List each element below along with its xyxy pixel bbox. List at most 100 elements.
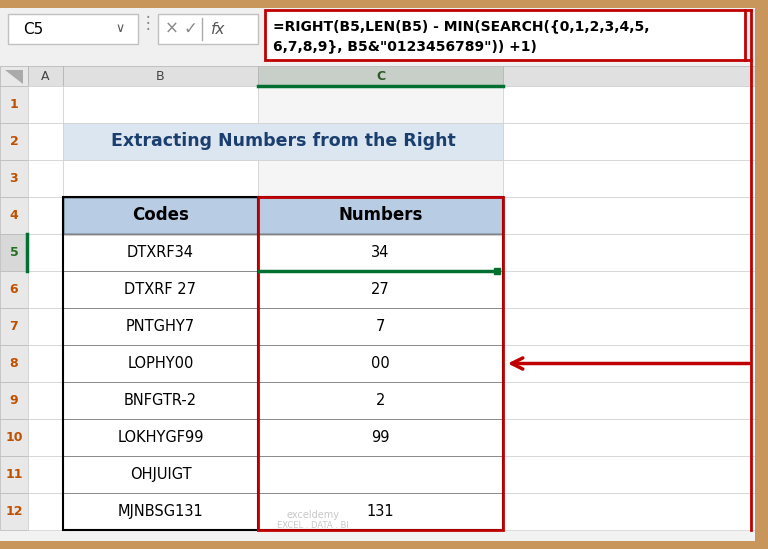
Text: C: C	[376, 70, 385, 82]
Bar	[63, 66, 258, 86]
Bar	[0, 234, 28, 271]
Bar	[258, 66, 503, 86]
Bar	[258, 160, 503, 197]
Bar	[63, 271, 503, 308]
Bar	[503, 308, 755, 345]
Text: C5: C5	[23, 21, 43, 36]
Bar	[63, 197, 503, 234]
Bar	[63, 419, 503, 456]
Text: 5: 5	[10, 246, 18, 259]
Bar	[8, 14, 138, 44]
Text: =RIGHT(B5,LEN(B5) - MIN(SEARCH({0,1,2,3,4,5,: =RIGHT(B5,LEN(B5) - MIN(SEARCH({0,1,2,3,…	[273, 19, 650, 33]
Text: 12: 12	[5, 505, 23, 518]
Bar	[63, 493, 503, 530]
Bar	[28, 382, 63, 419]
Bar	[0, 493, 28, 530]
Bar	[63, 382, 503, 419]
Bar	[258, 197, 503, 234]
Bar	[503, 86, 755, 123]
Text: 8: 8	[10, 357, 18, 370]
Bar	[28, 123, 63, 160]
Bar	[258, 419, 503, 456]
Bar	[0, 308, 28, 345]
Text: OHJUIGT: OHJUIGT	[130, 467, 191, 482]
Text: 4: 4	[10, 209, 18, 222]
Text: 27: 27	[371, 282, 390, 297]
Text: 34: 34	[371, 245, 389, 260]
Bar	[258, 86, 503, 123]
Text: DTXRF 27: DTXRF 27	[124, 282, 197, 297]
Text: ×: ×	[165, 20, 179, 38]
Text: 99: 99	[371, 430, 389, 445]
Bar	[28, 345, 63, 382]
Text: DTXRF34: DTXRF34	[127, 245, 194, 260]
Bar	[503, 419, 755, 456]
Bar	[0, 541, 768, 549]
Bar	[28, 86, 63, 123]
Bar	[0, 123, 28, 160]
Bar	[503, 66, 755, 86]
Text: 2: 2	[376, 393, 386, 408]
Bar	[63, 123, 258, 160]
Bar	[503, 345, 755, 382]
Bar	[755, 0, 768, 549]
Text: A: A	[41, 70, 50, 82]
Text: fx: fx	[210, 21, 225, 36]
Bar	[63, 382, 258, 419]
Bar	[28, 271, 63, 308]
Text: ⋮: ⋮	[140, 14, 157, 32]
Bar	[63, 234, 503, 271]
Bar	[63, 456, 258, 493]
Text: 10: 10	[5, 431, 23, 444]
Bar	[158, 14, 258, 44]
Text: B: B	[156, 70, 165, 82]
Bar	[0, 86, 28, 123]
Text: ∨: ∨	[115, 23, 124, 36]
Bar	[258, 382, 503, 419]
Text: 11: 11	[5, 468, 23, 481]
Bar	[63, 493, 258, 530]
Text: LOPHY00: LOPHY00	[127, 356, 194, 371]
Text: 00: 00	[371, 356, 390, 371]
Bar	[63, 234, 258, 271]
Bar	[0, 66, 28, 86]
Bar	[28, 234, 63, 271]
Bar	[258, 493, 503, 530]
Bar	[503, 234, 755, 271]
Bar	[28, 308, 63, 345]
Text: ✓: ✓	[183, 20, 197, 38]
Bar	[28, 197, 63, 234]
Bar	[0, 419, 28, 456]
Bar	[63, 308, 503, 345]
Bar	[0, 271, 28, 308]
Bar	[63, 271, 258, 308]
Text: Extracting Numbers from the Right: Extracting Numbers from the Right	[111, 132, 455, 150]
Polygon shape	[5, 70, 23, 84]
Text: BNFGTR-2: BNFGTR-2	[124, 393, 197, 408]
Text: Codes: Codes	[132, 206, 189, 225]
Bar	[258, 308, 503, 345]
Bar	[28, 419, 63, 456]
Bar	[28, 456, 63, 493]
Bar	[503, 271, 755, 308]
Bar	[63, 197, 503, 530]
Bar	[0, 8, 755, 66]
Bar	[63, 345, 503, 382]
Bar	[503, 160, 755, 197]
Text: exceldemy: exceldemy	[286, 511, 339, 520]
Bar	[258, 456, 503, 493]
Text: MJNBSG131: MJNBSG131	[118, 504, 204, 519]
Bar	[0, 456, 28, 493]
Bar	[63, 345, 258, 382]
Bar	[503, 197, 755, 234]
Bar	[63, 86, 258, 123]
Bar	[28, 66, 63, 86]
Bar	[503, 382, 755, 419]
Bar	[258, 345, 503, 382]
Bar	[503, 123, 755, 160]
Bar	[63, 456, 503, 493]
Text: 1: 1	[10, 98, 18, 111]
Bar	[258, 197, 503, 530]
Text: 131: 131	[366, 504, 394, 519]
Bar	[0, 345, 28, 382]
